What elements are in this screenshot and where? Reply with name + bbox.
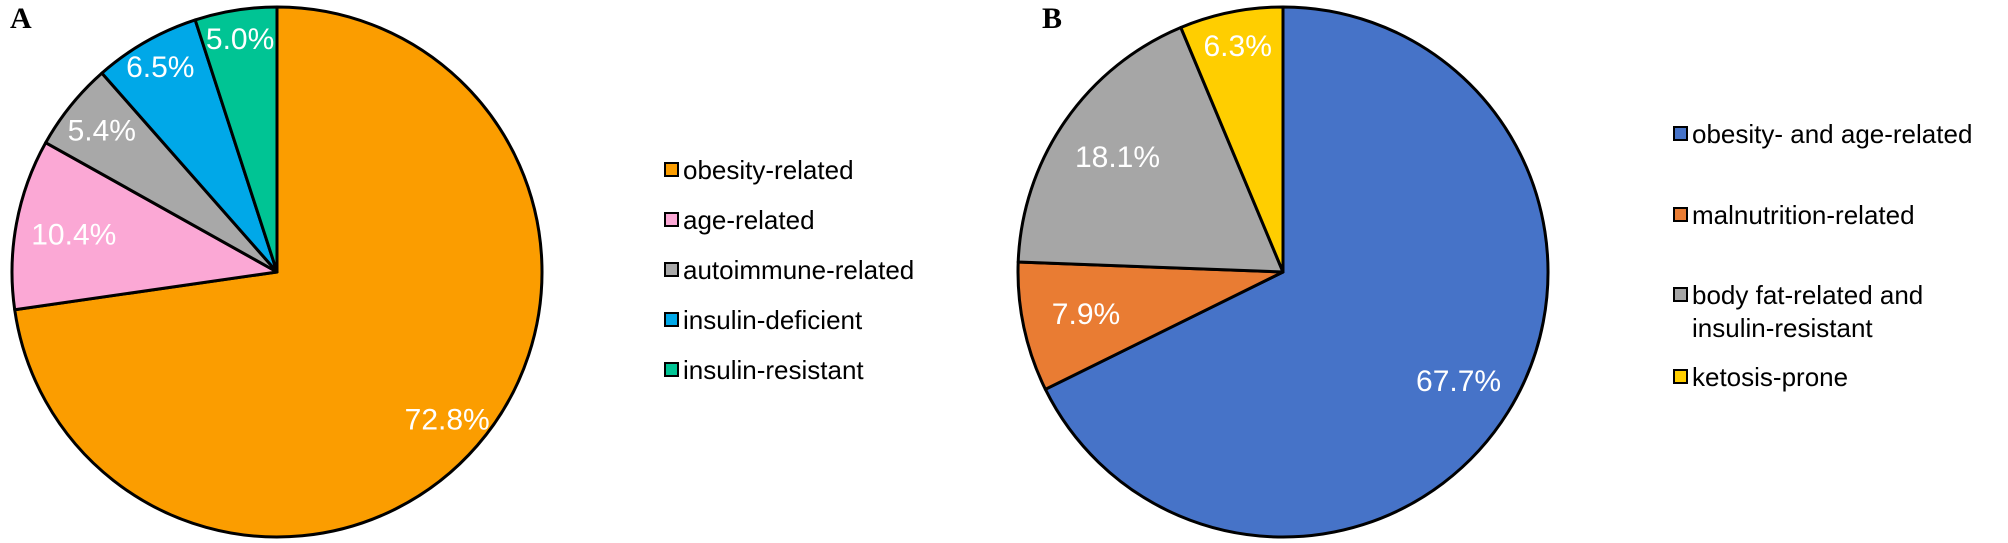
legend-label-ketosis-prone: ketosis-prone <box>1692 361 1849 392</box>
legend-swatch-insulin-deficient <box>664 311 679 327</box>
pie-slice-obesity-and-age-related <box>1043 5 1550 539</box>
legend-swatch-insulin-resistant <box>664 361 679 377</box>
legend-item-obesity-related: obesity-related <box>664 154 854 187</box>
pie-chart-a: 72.8% 10.4% 5.4% 6.5% 5.0% <box>10 5 544 539</box>
legend-label-autoimmune-related: autoimmune-related <box>683 254 915 285</box>
slice-value-label-insulin-deficient: 6.5% <box>126 51 194 84</box>
slice-value-label-obesity-and-age-related: 67.7% <box>1416 365 1501 398</box>
legend-swatch-obesity-and-age-related <box>1673 126 1688 141</box>
legend-item-insulin-resistant: insulin-resistant <box>664 354 864 387</box>
panel-label-a: A <box>10 2 32 35</box>
legend-swatch-ketosis-prone <box>1673 368 1688 384</box>
pie-slice-body-fat-related-and-insulin-resistant <box>1016 25 1285 274</box>
legend-label-obesity-related: obesity-related <box>683 154 854 185</box>
pie-slice-age-related <box>10 141 279 312</box>
legend-swatch-malnutrition-related <box>1673 206 1688 222</box>
legend-item-insulin-deficient: insulin-deficient <box>664 304 862 337</box>
pie-slice-insulin-resistant <box>193 5 279 274</box>
pie-chart-b: 67.7% 7.9% 18.1% 6.3% <box>1016 5 1550 539</box>
slice-value-label-age-related: 10.4% <box>31 218 116 251</box>
legend-swatch-autoimmune-related <box>664 261 679 277</box>
legend-swatch-body-fat-related-and-insulin-resistant <box>1673 286 1688 302</box>
legend-label-malnutrition-related: malnutrition-related <box>1692 199 1915 230</box>
slice-value-label-malnutrition-related: 7.9% <box>1052 298 1120 331</box>
legend-item-obesity-and-age-related: obesity- and age-related <box>1673 118 1972 151</box>
legend-item-ketosis-prone: ketosis-prone <box>1673 361 1848 394</box>
slice-value-label-insulin-resistant: 5.0% <box>206 23 274 56</box>
legend-item-age-related: age-related <box>664 204 815 237</box>
legend-item-autoimmune-related: autoimmune-related <box>664 254 914 287</box>
pie-slice-malnutrition-related <box>1016 260 1285 391</box>
legend-swatch-obesity-related <box>664 161 679 177</box>
legend-label-insulin-resistant: insulin-resistant <box>683 354 864 385</box>
pie-slice-ketosis-prone <box>1179 5 1285 274</box>
legend-item-malnutrition-related: malnutrition-related <box>1673 199 1915 232</box>
slice-value-label-ketosis-prone: 6.3% <box>1204 30 1272 63</box>
legend-item-body-fat-related-and-insulin-resistant: body fat-related and insulin-resistant <box>1673 279 1923 345</box>
legend-label-obesity-and-age-related: obesity- and age-related <box>1692 119 1973 149</box>
legend-label-insulin-deficient: insulin-deficient <box>683 304 863 335</box>
legend-label-age-related: age-related <box>683 204 815 235</box>
slice-value-label-obesity-related: 72.8% <box>405 404 490 437</box>
panel-label-b: B <box>1042 2 1063 35</box>
slice-value-label-autoimmune-related: 5.4% <box>68 115 136 148</box>
slice-value-label-body-fat-related-and-insulin-resistant: 18.1% <box>1075 141 1160 174</box>
legend-swatch-age-related <box>664 211 679 227</box>
legend-label-body-fat-related-and-insulin-resistant: body fat-related and insulin-resistant <box>1692 279 1924 343</box>
